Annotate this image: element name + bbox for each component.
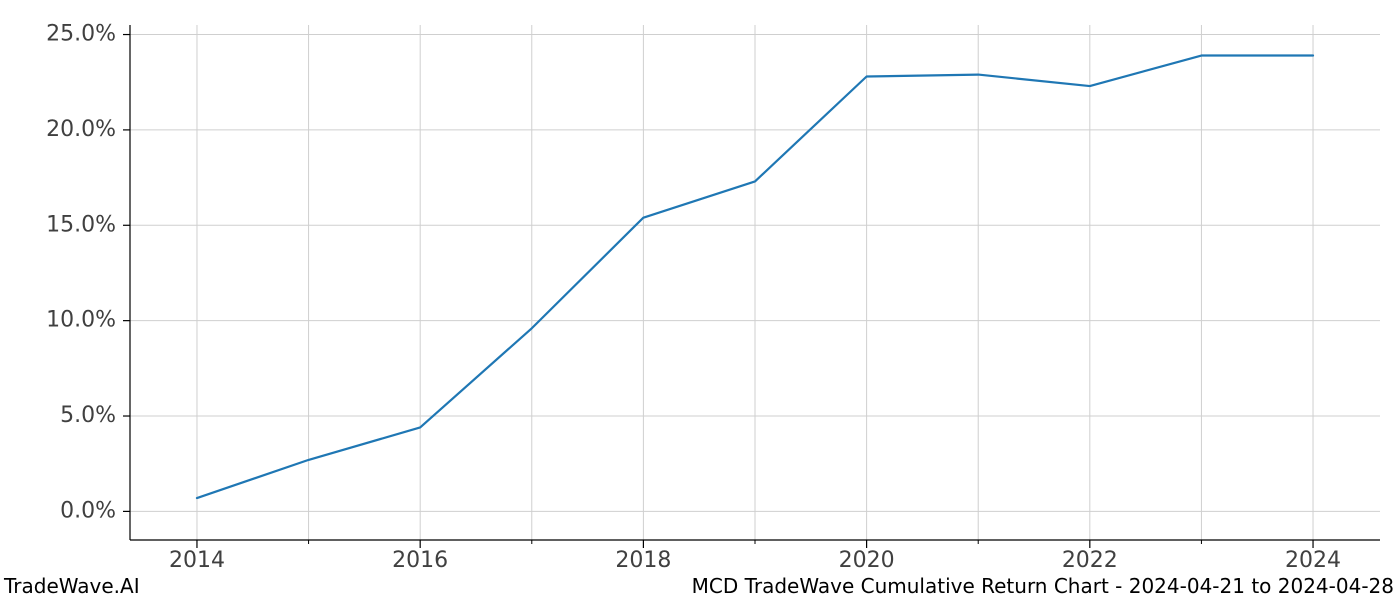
- x-tick-label: 2016: [392, 548, 448, 573]
- footer-right-text: MCD TradeWave Cumulative Return Chart - …: [692, 574, 1394, 598]
- footer: TradeWave.AI MCD TradeWave Cumulative Re…: [0, 574, 1400, 598]
- y-tick-label: 20.0%: [46, 117, 116, 142]
- x-tick-label: 2022: [1062, 548, 1118, 573]
- x-tick-label: 2014: [169, 548, 225, 573]
- y-tick-label: 5.0%: [60, 403, 116, 428]
- y-tick-label: 10.0%: [46, 308, 116, 333]
- x-tick-label: 2018: [615, 548, 671, 573]
- x-tick-label: 2024: [1285, 548, 1341, 573]
- y-tick-label: 0.0%: [60, 498, 116, 523]
- footer-left-text: TradeWave.AI: [4, 574, 140, 598]
- chart-container: 0.0% 5.0% 10.0% 15.0% 20.0% 25.0% 2014 2016 2018…: [0, 0, 1400, 600]
- line-chart: 0.0% 5.0% 10.0% 15.0% 20.0% 25.0% 2014 2016 2018…: [0, 0, 1400, 600]
- y-tick-label: 15.0%: [46, 212, 116, 237]
- y-tick-label: 25.0%: [46, 22, 116, 47]
- x-tick-label: 2020: [839, 548, 895, 573]
